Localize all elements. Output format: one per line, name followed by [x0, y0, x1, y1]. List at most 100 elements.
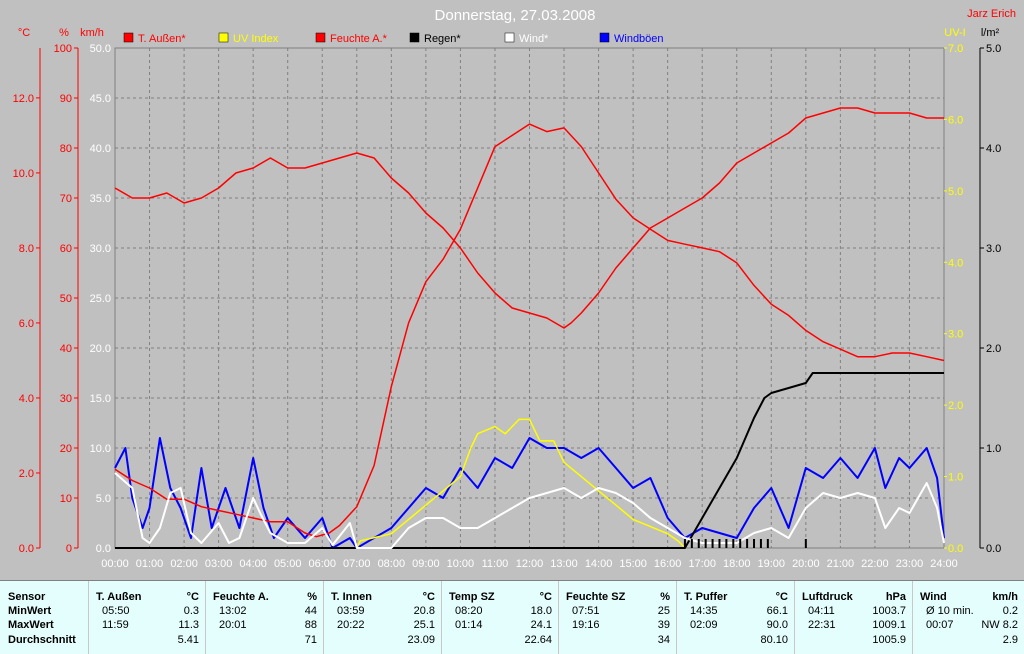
temperature-tick-label: 6.0 — [19, 318, 34, 330]
rain-marker — [739, 539, 742, 548]
x-tick-label: 21:00 — [827, 558, 855, 570]
stats-column: T. Außen °C 05:50 0.3 11:59 11.3 5.41 — [88, 581, 205, 654]
rain-marker — [804, 539, 807, 548]
humidity-tick-label: 70 — [60, 193, 72, 205]
stats-column-unit: °C — [775, 591, 788, 603]
temperature-tick-label: 8.0 — [19, 243, 34, 255]
x-tick-label: 08:00 — [378, 558, 406, 570]
rain-tick-label: 3.0 — [986, 243, 1001, 255]
stats-time: 14:35 — [690, 605, 718, 617]
rain-marker — [690, 539, 693, 548]
stats-column-unit: hPa — [885, 591, 906, 603]
rain-marker — [725, 539, 728, 548]
x-tick-label: 12:00 — [516, 558, 544, 570]
rain-tick-label: 5.0 — [986, 43, 1001, 55]
wind-tick-label: 50.0 — [90, 43, 111, 55]
stats-column-unit: % — [660, 591, 670, 603]
stats-value: 22.64 — [524, 634, 552, 646]
humidity-tick-label: 0 — [66, 543, 72, 555]
stats-column-name: Wind — [920, 591, 947, 603]
series-line-5 — [114, 437, 945, 549]
stats-time: 11:59 — [102, 619, 129, 631]
stats-value: 39 — [657, 619, 670, 631]
wind-tick-label: 30.0 — [90, 243, 111, 255]
stats-column-unit: % — [307, 591, 317, 603]
stats-value: 24.1 — [530, 619, 552, 631]
wind-tick-label: 25.0 — [90, 293, 111, 305]
wind-tick-label: 5.0 — [96, 493, 111, 505]
temperature-tick-label: 12.0 — [13, 93, 34, 105]
stats-column: Feuchte A.% 13:02 44 20:01 88 71 — [205, 581, 323, 654]
legend-entry: Regen* — [424, 33, 461, 45]
stats-column-name: T. Innen — [331, 591, 372, 603]
weather-chart: 00:00 01:00 02:00 03:00 04:00 05:00 06:00 07:00… — [13, 7, 1016, 570]
chart-author: Jarz Erich — [967, 8, 1016, 20]
uv-tick-label: 6.0 — [948, 114, 963, 126]
stats-value: 71 — [304, 634, 317, 646]
uv-tick-label: 1.0 — [948, 472, 963, 484]
x-tick-label: 02:00 — [170, 558, 198, 570]
legend-entry: UV Index — [233, 33, 279, 45]
stats-column-unit: km/h — [992, 591, 1018, 603]
x-tick-label: 04:00 — [239, 558, 267, 570]
x-tick-label: 13:00 — [550, 558, 578, 570]
rain-tick-label: 1.0 — [986, 443, 1001, 455]
series-line-3 — [115, 372, 944, 549]
stats-value: NW 8.2 — [981, 619, 1018, 631]
x-tick-label: 20:00 — [792, 558, 820, 570]
series-line-4 — [114, 472, 945, 549]
stats-time: 00:07 — [926, 619, 954, 631]
rain-tick-label: 2.0 — [986, 343, 1001, 355]
x-tick-label: 24:00 — [930, 558, 958, 570]
stats-time: 02:09 — [690, 619, 718, 631]
stats-value: 66.1 — [766, 605, 788, 617]
stats-time: 01:14 — [455, 619, 483, 631]
stats-value: 1009.1 — [872, 619, 906, 631]
legend-swatch — [218, 32, 229, 43]
stats-time: 07:51 — [572, 605, 600, 617]
rain-tick-label: 4.0 — [986, 143, 1001, 155]
uv-tick-label: 3.0 — [948, 329, 963, 341]
stats-value: 1003.7 — [872, 605, 906, 617]
rain-marker — [759, 539, 762, 548]
stats-column: T. Puffer °C 14:35 66.1 02:09 90.0 80.10 — [676, 581, 794, 654]
temperature-tick-label: 4.0 — [19, 393, 34, 405]
uv-tick-label: 4.0 — [948, 257, 963, 269]
humidity-tick-label: 100 — [54, 43, 72, 55]
uv-tick-label: 5.0 — [948, 186, 963, 198]
stats-column-name: Luftdruck — [802, 591, 853, 603]
x-tick-label: 19:00 — [758, 558, 786, 570]
x-tick-label: 06:00 — [308, 558, 336, 570]
x-tick-label: 11:00 — [482, 558, 509, 570]
stats-value: 5.41 — [177, 634, 199, 646]
rain-marker — [697, 539, 700, 548]
stats-column: Feuchte SZ% 07:51 25 19:16 39 34 — [558, 581, 676, 654]
wind-tick-label: 45.0 — [90, 93, 111, 105]
stats-column-name: Feuchte SZ — [566, 591, 626, 603]
axis-unit-label: km/h — [80, 27, 104, 39]
x-tick-label: 10:00 — [447, 558, 475, 570]
humidity-tick-label: 50 — [60, 293, 72, 305]
stats-column-name: T. Außen — [96, 591, 142, 603]
axis-unit-label: l/m² — [981, 27, 1000, 39]
stats-column: Luftdruck hPa 04:11 1003.7 22:31 1009.1 1005.9 — [794, 581, 912, 654]
humidity-tick-label: 40 — [60, 343, 72, 355]
temperature-tick-label: 10.0 — [13, 168, 34, 180]
wind-tick-label: 20.0 — [90, 343, 111, 355]
uv-tick-label: 0.0 — [948, 543, 963, 555]
uv-tick-label: 7.0 — [948, 43, 963, 55]
stats-time: 03:59 — [337, 605, 365, 617]
x-tick-label: 15:00 — [619, 558, 647, 570]
legend-entry: T. Außen* — [138, 33, 186, 45]
stats-column: Wind km/h Ø 10 min. 0.2 00:07 NW 8.2 2.9 — [912, 581, 1024, 654]
stats-column-unit: °C — [539, 591, 552, 603]
stats-time: 20:01 — [219, 619, 247, 631]
axis-unit-label: °C — [18, 27, 30, 39]
stats-column-unit: °C — [186, 591, 199, 603]
x-tick-label: 22:00 — [861, 558, 889, 570]
humidity-tick-label: 10 — [60, 493, 72, 505]
humidity-tick-label: 30 — [60, 393, 72, 405]
humidity-tick-label: 90 — [60, 93, 72, 105]
stats-time: 20:22 — [337, 619, 365, 631]
legend-swatch — [409, 32, 420, 43]
